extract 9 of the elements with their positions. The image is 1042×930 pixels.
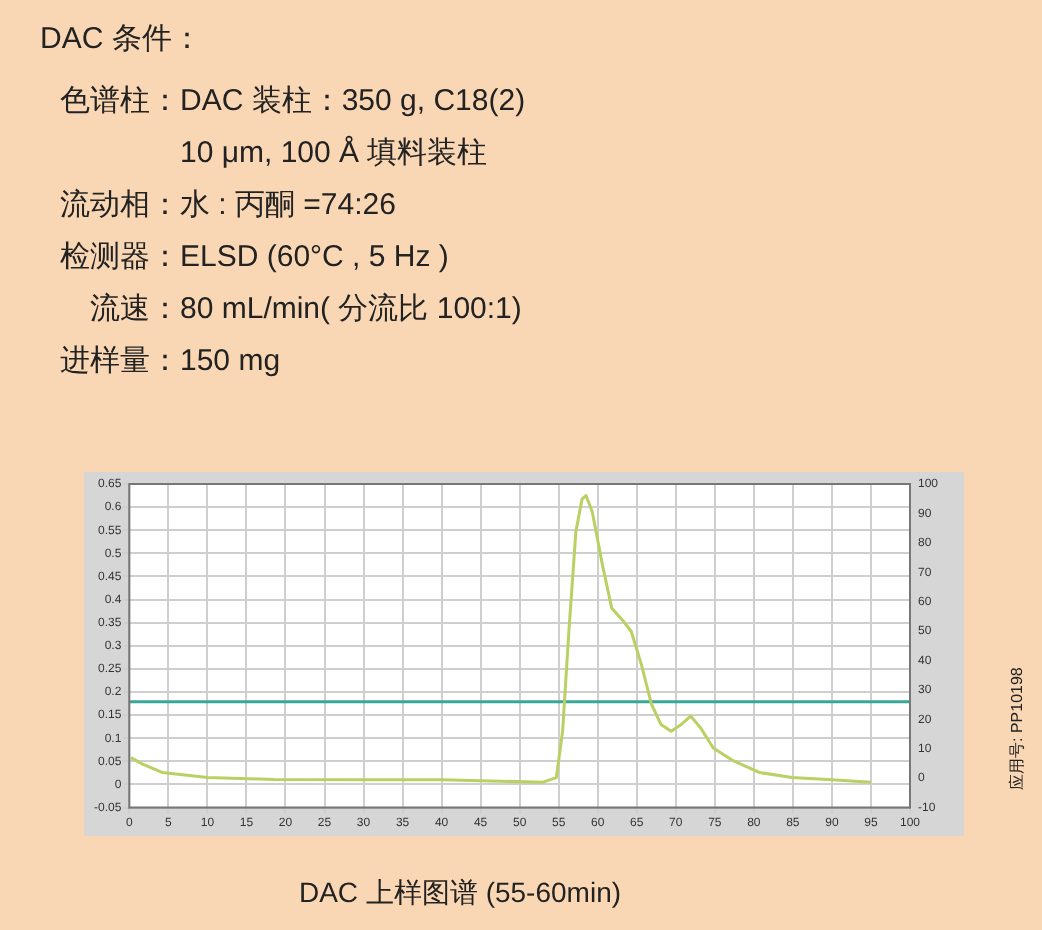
chart-subtitle: DAC 条件： [40,20,202,58]
text: 应用号: PP10198 [1006,667,1028,790]
text: 色谱柱：DAC 装柱：350 g, C18(2) [58,82,526,122]
text: 流速：80 mL/min( 分流比 100:1) [88,290,522,330]
text: 进样量：150 mg [58,342,281,382]
text: 流动相：水 : 丙酮 =74:26 [58,186,396,226]
text: 检测器：ELSD (60°C , 5 Hz ) [58,238,449,278]
text: DAC 上样图谱 (55-60min) [296,876,624,912]
text: 10 μm, 100 Å 填料装柱 [180,133,488,174]
